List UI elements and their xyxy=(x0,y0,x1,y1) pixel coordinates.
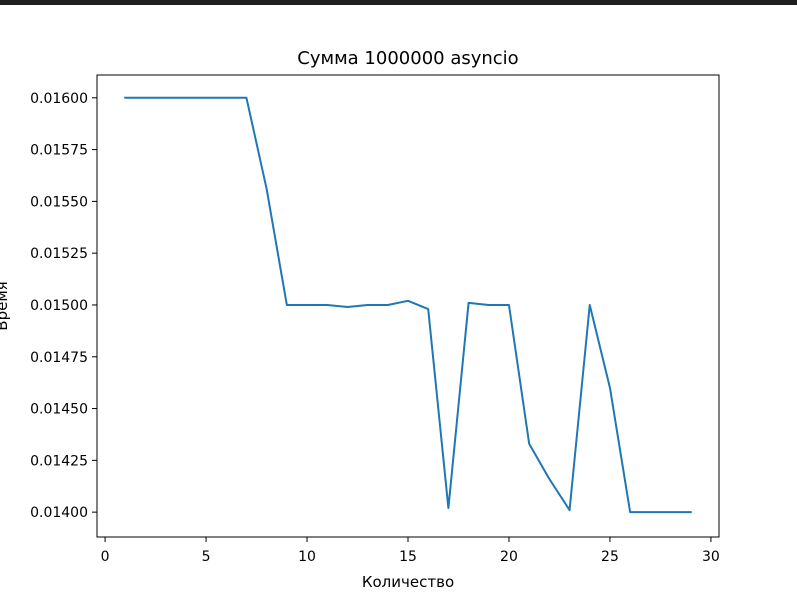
y-tick-label: 0.01525 xyxy=(30,246,88,262)
y-axis-label: Время xyxy=(0,281,11,330)
y-tick-label: 0.01400 xyxy=(30,505,88,521)
x-tick-label: 0 xyxy=(101,549,110,565)
x-axis: 0 5 10 15 20 25 30 xyxy=(101,537,720,565)
y-tick-label: 0.01475 xyxy=(30,350,88,366)
y-tick-label: 0.01425 xyxy=(30,453,88,469)
x-tick-label: 5 xyxy=(202,549,211,565)
x-tick-label: 10 xyxy=(298,549,316,565)
axes-frame xyxy=(96,74,720,538)
x-axis-label: Количество xyxy=(362,573,454,591)
y-tick-label: 0.01500 xyxy=(30,298,88,314)
x-tick-label: 20 xyxy=(500,549,518,565)
y-axis: 0.01400 0.01425 0.01450 0.01475 0.01500 0.015… xyxy=(30,91,97,521)
x-tick-label: 15 xyxy=(399,549,417,565)
y-tick-label: 0.01575 xyxy=(30,143,88,159)
x-tick-label: 30 xyxy=(702,549,720,565)
y-tick-label: 0.01550 xyxy=(30,194,88,210)
x-tick-label: 25 xyxy=(601,549,619,565)
chart-title: Сумма 1000000 asyncio xyxy=(297,48,518,69)
plot-content xyxy=(124,96,692,514)
series-line-0 xyxy=(124,96,692,514)
window-top-bar xyxy=(0,0,797,5)
y-tick-label: 0.01450 xyxy=(30,402,88,418)
y-tick-label: 0.01600 xyxy=(30,91,88,107)
